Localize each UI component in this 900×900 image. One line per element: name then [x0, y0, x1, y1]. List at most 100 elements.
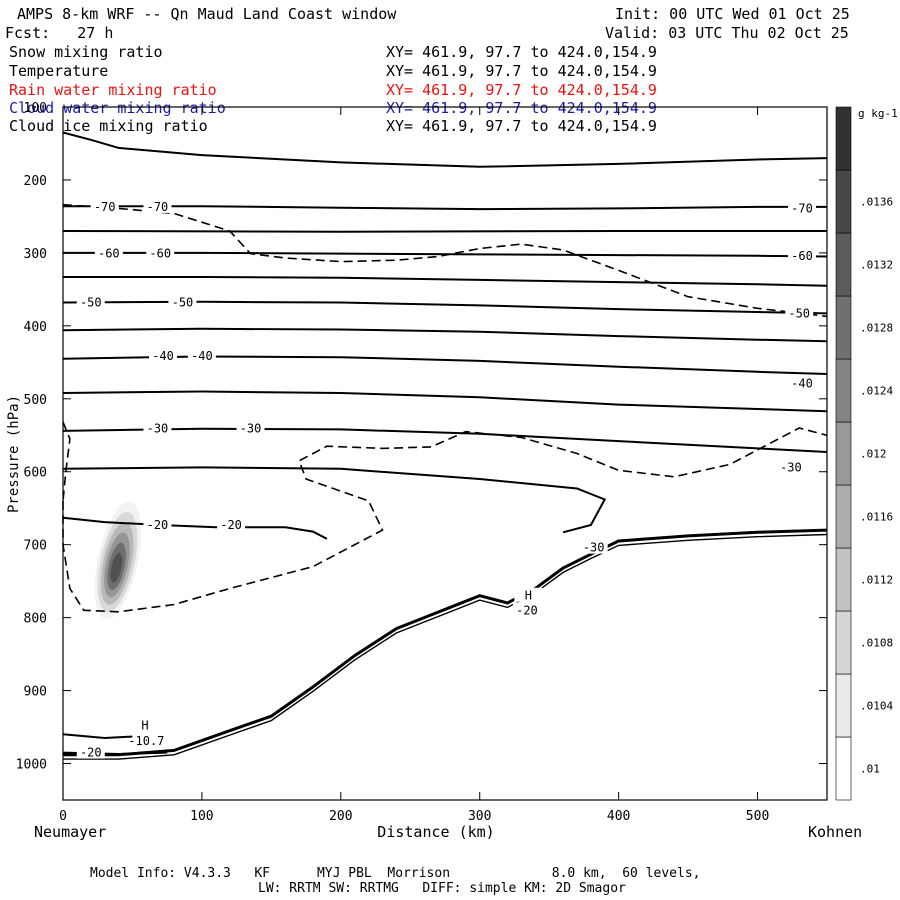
- temperature-contour-t9: [62, 390, 828, 413]
- chart-title: AMPS 8-km WRF -- Qn Maud Land Coast wind…: [17, 5, 397, 23]
- temperature-contour-t1: [62, 131, 828, 168]
- contour-label-bg-10: [187, 347, 216, 362]
- contour-label-3: -60: [98, 247, 120, 261]
- x-tick-label-300: 300: [468, 809, 491, 824]
- colorbar-unit: g kg-1: [858, 107, 898, 120]
- contour-label-17: -20: [516, 603, 538, 617]
- temperature-contour-t2: [63, 205, 827, 211]
- contour-label-bg-17: [512, 602, 541, 617]
- contour-label-bg-21: [514, 587, 543, 602]
- y-tick-label-200: 200: [24, 174, 47, 189]
- field-xy-cloud-water: XY= 461.9, 97.7 to 424.0,154.9: [386, 99, 657, 117]
- contour-label-16: -20: [220, 518, 242, 532]
- temperature-contour-t12: [62, 516, 328, 540]
- y-axis-label: Pressure (hPa): [6, 395, 22, 513]
- colorbar-segment-9: [835, 169, 852, 234]
- colorbar-label-9: .0136: [860, 196, 893, 209]
- contour-label-7: -50: [172, 295, 194, 309]
- contour-label-bg-1: [143, 198, 172, 213]
- colorbar-segment-1: [835, 673, 852, 738]
- x-tick-label-400: 400: [607, 809, 630, 824]
- left-station-label: Neumayer: [34, 823, 106, 841]
- contour-label-bg-13: [236, 420, 265, 435]
- contour-label-1: -70: [147, 200, 169, 214]
- init-time: Init: 00 UTC Wed 01 Oct 25: [615, 5, 850, 23]
- x-tick-label-0: 0: [59, 809, 67, 824]
- contour-label-bg-7: [168, 294, 197, 309]
- contour-label-bg-15: [143, 516, 172, 531]
- contour-label-4: -60: [149, 247, 171, 261]
- contour-label-bg-14: [776, 459, 805, 474]
- temperature-contour-t6: [62, 300, 828, 315]
- contour-label-bg-16: [217, 516, 246, 531]
- temperature-contour-t7: [62, 327, 828, 343]
- terrain-line-lower: [63, 533, 828, 760]
- y-tick-label-300: 300: [24, 247, 47, 262]
- colorbar-segment-2: [835, 610, 852, 675]
- y-tick-label-400: 400: [24, 320, 47, 335]
- colorbar: .01 .0104 .0108 .0112 .0116 .012 .0124 .0128 .01…: [835, 106, 898, 801]
- contour-label-bg-8: [785, 305, 814, 320]
- cloud-ice-contour-s2: [62, 421, 71, 501]
- contour-label-bg-6: [76, 294, 105, 309]
- temperature-contour-t5: [63, 276, 828, 287]
- temperature-contour-t3: [62, 230, 827, 233]
- contour-label-22: H: [141, 719, 148, 733]
- colorbar-segment-10: [835, 106, 852, 171]
- temperature-contour-t4: [63, 251, 828, 258]
- snow-shading: [94, 501, 142, 620]
- contour-label-bg-12: [143, 420, 172, 435]
- right-station-label: Kohnen: [808, 823, 862, 841]
- footer-physics-info: LW: RRTM SW: RRTMG DIFF: simple KM: 2D S…: [258, 881, 626, 896]
- x-tick-label-200: 200: [329, 809, 352, 824]
- contour-label-bg-2: [787, 200, 816, 215]
- colorbar-segment-3: [835, 547, 852, 612]
- snow-shade-level-5: [110, 553, 123, 583]
- colorbar-label-5: .012: [860, 448, 887, 461]
- contour-label-18: -30: [583, 541, 605, 555]
- contour-label-20: -20: [80, 746, 102, 760]
- field-name-rain: Rain water mixing ratio: [9, 81, 217, 99]
- y-tick-label-100: 100: [24, 101, 47, 116]
- field-name-temperature: Temperature: [9, 62, 109, 80]
- contour-label-6: -50: [80, 295, 102, 309]
- x-tick-label-500: 500: [746, 809, 769, 824]
- contour-label-bg-4: [146, 245, 175, 260]
- terrain-line: [63, 528, 828, 757]
- valid-time: Valid: 03 UTC Thu 02 Oct 25: [605, 24, 849, 42]
- contour-label-bg-22: [130, 717, 159, 732]
- contour-label-21: H: [525, 589, 532, 603]
- colorbar-segment-0: [835, 736, 852, 801]
- forecast-hour: Fcst: 27 h: [5, 24, 114, 42]
- field-name-cloud-water: Cloud water mixing ratio: [9, 99, 226, 117]
- contour-label-bg-9: [149, 347, 178, 362]
- temperature-contour-t11: [62, 466, 607, 534]
- contour-label-bg-18: [579, 539, 608, 554]
- contour-label-13: -30: [240, 422, 262, 436]
- colorbar-segment-6: [835, 358, 852, 423]
- contour-labels: -70 -70 -70 -60 -60 -60 -50 -50 -50 -40 -40 -40 -30 -…: [76, 198, 816, 760]
- temperature-contour-t10: [62, 427, 828, 453]
- y-tick-label-1000: 1000: [16, 758, 47, 773]
- cloud-ice-contour-s3: [62, 427, 828, 613]
- footer-model-info: Model Info: V4.3.3 KF MYJ PBL Morrison 8…: [90, 866, 701, 881]
- contour-label-0: -70: [94, 200, 116, 214]
- y-tick-label-600: 600: [24, 466, 47, 481]
- x-tick-label-100: 100: [190, 809, 213, 824]
- contour-label-11: -40: [791, 376, 813, 390]
- plot-frame: [62, 106, 828, 801]
- field-xy-temperature: XY= 461.9, 97.7 to 424.0,154.9: [386, 62, 657, 80]
- field-name-snow: Snow mixing ratio: [9, 43, 163, 61]
- contour-label-bg-5: [787, 247, 816, 262]
- contour-label-19: -10.7: [128, 734, 164, 748]
- y-tick-label-500: 500: [24, 393, 47, 408]
- colorbar-label-1: .0104: [860, 700, 893, 713]
- y-tick-label-900: 900: [24, 685, 47, 700]
- contour-label-12: -30: [147, 422, 169, 436]
- y-tick-label-800: 800: [24, 612, 47, 627]
- contour-label-14: -30: [780, 460, 802, 474]
- cross-section-chart: 100 200 300 400 500 600 700 800 900 1000 0 100 200 30…: [6, 101, 898, 841]
- temperature-contour-t8: [62, 355, 828, 375]
- contour-label-15: -20: [147, 518, 169, 532]
- colorbar-segment-7: [835, 295, 852, 360]
